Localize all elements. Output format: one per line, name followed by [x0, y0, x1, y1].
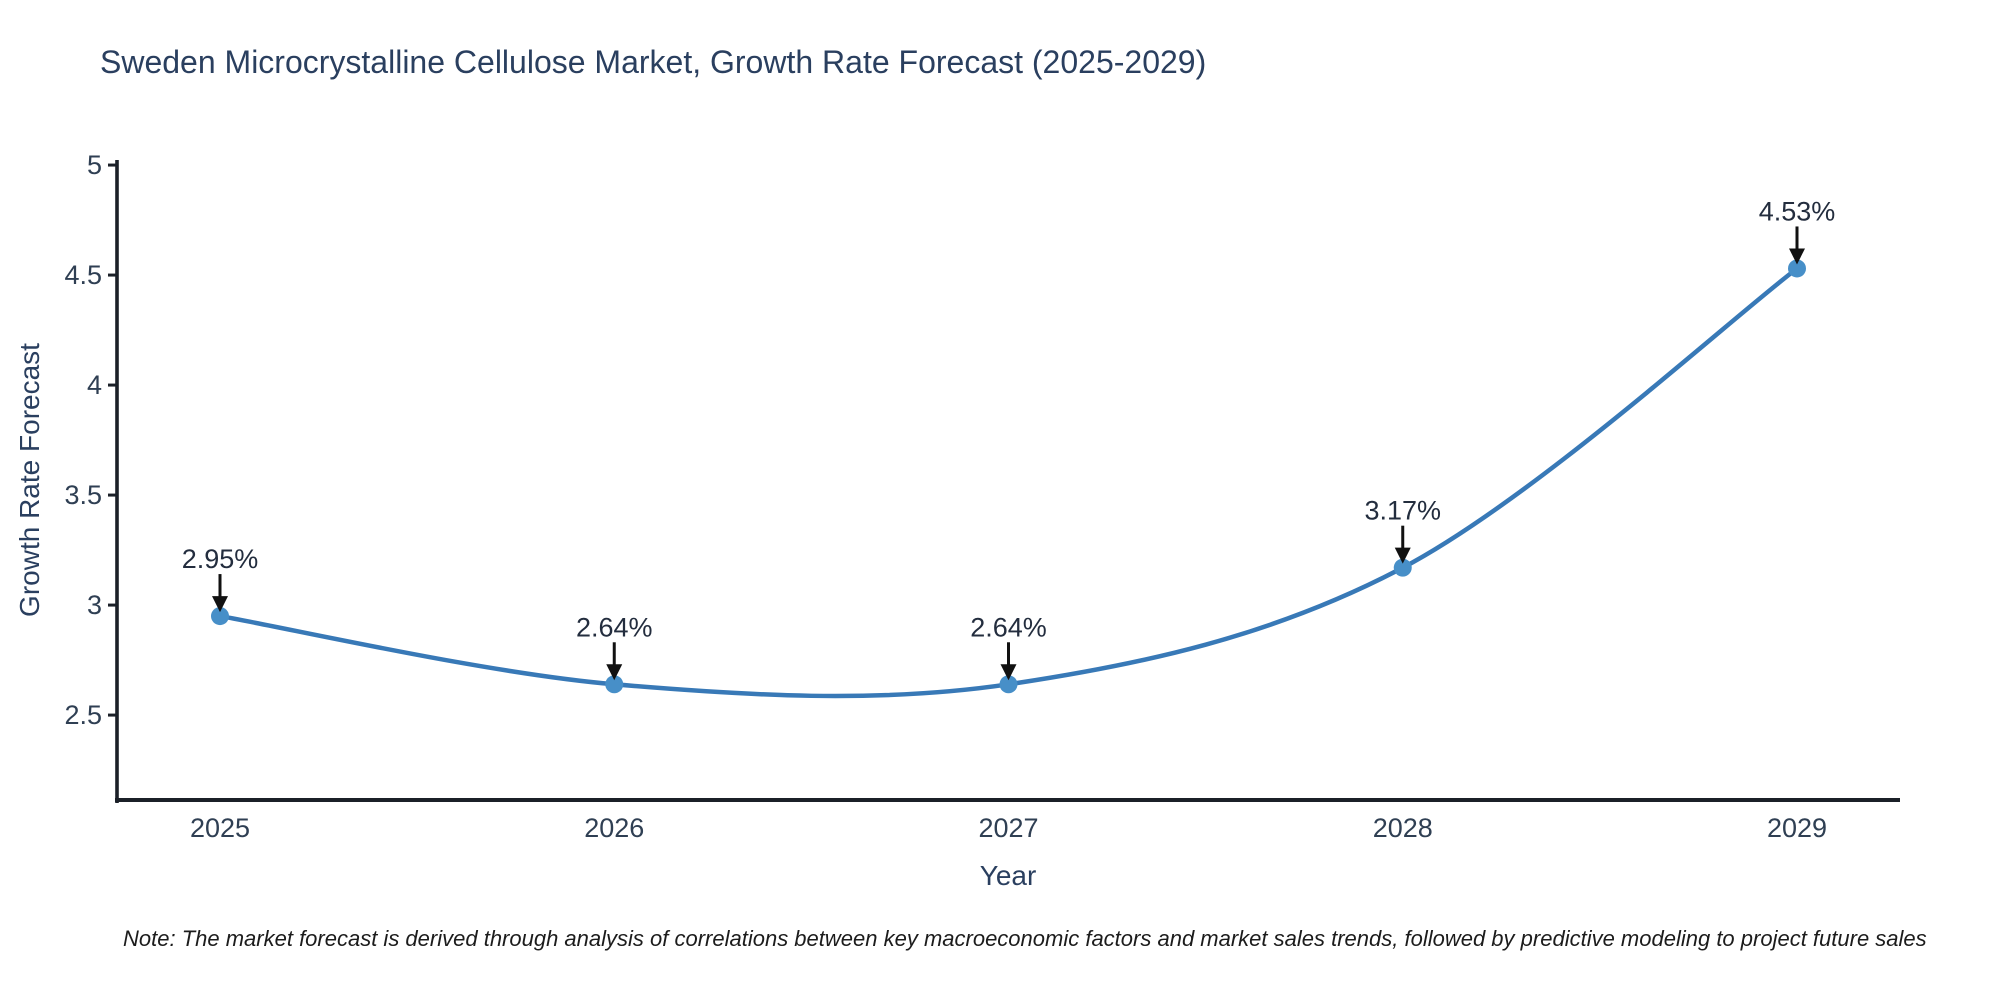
y-tick-label: 5: [87, 150, 102, 180]
data-point-marker: [999, 675, 1018, 694]
data-point-marker: [1393, 558, 1412, 577]
data-point-marker: [1788, 259, 1806, 278]
x-tick-label: 2029: [1767, 813, 1827, 843]
x-tick-label: 2027: [978, 813, 1038, 843]
point-annotation-label: 2.64%: [576, 612, 653, 642]
y-tick-label: 3.5: [64, 480, 102, 510]
forecast-line: [217, 266, 1800, 699]
data-point-marker: [211, 607, 229, 626]
annotation-arrow-head: [212, 596, 228, 613]
point-annotation-label: 3.17%: [1364, 496, 1441, 526]
x-tick-label: 2028: [1373, 813, 1433, 843]
annotation-arrow-head: [1789, 248, 1805, 265]
y-tick-label: 4: [87, 370, 102, 400]
point-annotation-label: 2.95%: [182, 544, 259, 574]
y-tick-label: 3: [87, 590, 102, 620]
footnote-text: Note: The market forecast is derived thr…: [123, 926, 1927, 951]
x-tick-label: 2025: [190, 813, 250, 843]
annotation-arrow-head: [1000, 664, 1017, 681]
annotation-arrow-head: [606, 664, 623, 681]
chart-title: Sweden Microcrystalline Cellulose Market…: [100, 44, 1207, 80]
x-axis-title: Year: [979, 860, 1037, 891]
annotation-arrow-head: [1394, 547, 1411, 564]
point-annotation-label: 4.53%: [1759, 196, 1836, 226]
y-tick-label: 4.5: [64, 260, 102, 290]
y-tick-label: 2.5: [64, 700, 102, 730]
point-annotation-label: 2.64%: [970, 612, 1047, 642]
x-tick-label: 2026: [584, 813, 644, 843]
data-point-marker: [605, 675, 624, 694]
